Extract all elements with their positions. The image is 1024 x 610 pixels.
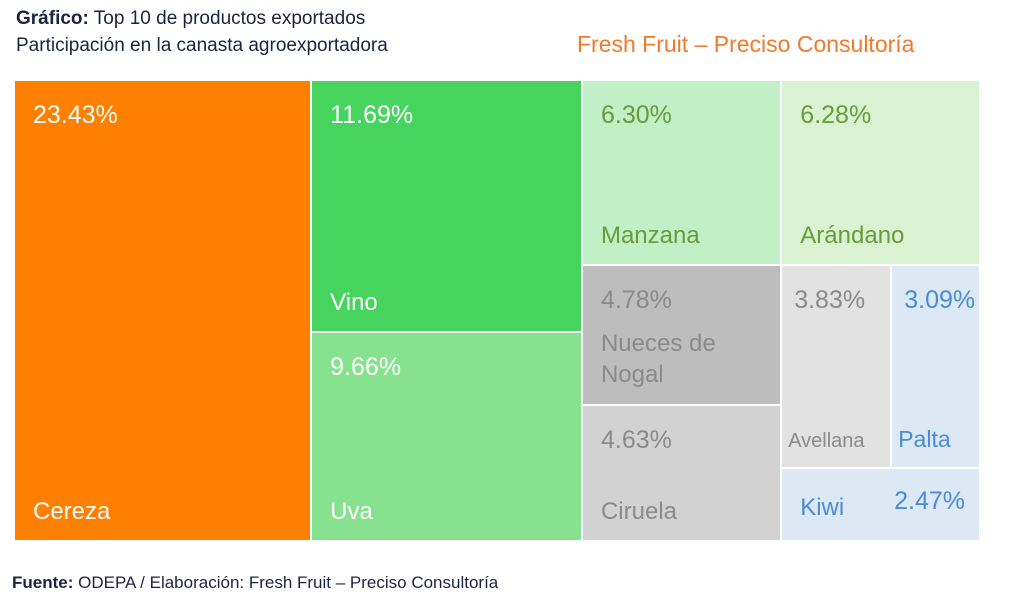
value-label: 23.43% [33, 101, 118, 129]
category-label: Uva [330, 497, 373, 525]
tile: 6.28% Arándano [781, 80, 980, 265]
value-label: 2.47% [894, 487, 965, 516]
category-label: Kiwi [800, 493, 845, 521]
brand: Fresh Fruit – Preciso Consultoría [577, 31, 915, 57]
category-label: Cereza [33, 498, 111, 525]
tile: 4.78% Nueces de Nogal [581, 264, 782, 406]
value-label: 3.09% [904, 285, 976, 314]
category-label: Ciruela [600, 497, 677, 525]
footer-text: ODEPA / Elaboración: Fresh Fruit – Preci… [78, 573, 499, 592]
tile: 3.09% Palta [891, 264, 980, 469]
value-label: 6.30% [600, 101, 672, 129]
tile: 4.63% Ciruela [581, 405, 782, 541]
category-label: Manzana [600, 221, 700, 249]
value-label: 9.66% [330, 353, 402, 382]
category-label: Avellana [788, 430, 865, 453]
tile: 23.43% Cereza [14, 80, 312, 541]
title: Gráfico: Top 10 de productos exportados [16, 8, 365, 30]
footer: Fuente: ODEPA / Elaboración: Fresh Fruit… [12, 573, 498, 593]
title-lead: Gráfico: [16, 8, 89, 29]
category-label: Arándano [800, 221, 905, 249]
subtitle: Participación en la canasta agroexportad… [16, 35, 388, 56]
treemap: 23.43% Cereza 11.69% Vino 9.66% Uva 6.30% Manza… [14, 80, 980, 541]
category-label: Vino [330, 289, 378, 317]
category-label: Palta [898, 426, 951, 453]
tile: 9.66% Uva [311, 332, 582, 541]
category-label: Nueces de Nogal [600, 329, 716, 388]
tile: 6.30% Manzana [581, 80, 782, 265]
footer-lead: Fuente: [12, 573, 74, 592]
value-label: 3.83% [794, 285, 866, 314]
value-label: 4.78% [600, 285, 672, 314]
tile: 3.83% Avellana [781, 264, 892, 469]
title-text: Top 10 de productos exportados [93, 8, 366, 29]
tile: 2.47% Kiwi [781, 468, 980, 541]
value-label: 11.69% [330, 101, 414, 129]
value-label: 4.63% [600, 426, 672, 455]
value-label: 6.28% [800, 101, 872, 129]
tile: 11.69% Vino [311, 80, 582, 333]
